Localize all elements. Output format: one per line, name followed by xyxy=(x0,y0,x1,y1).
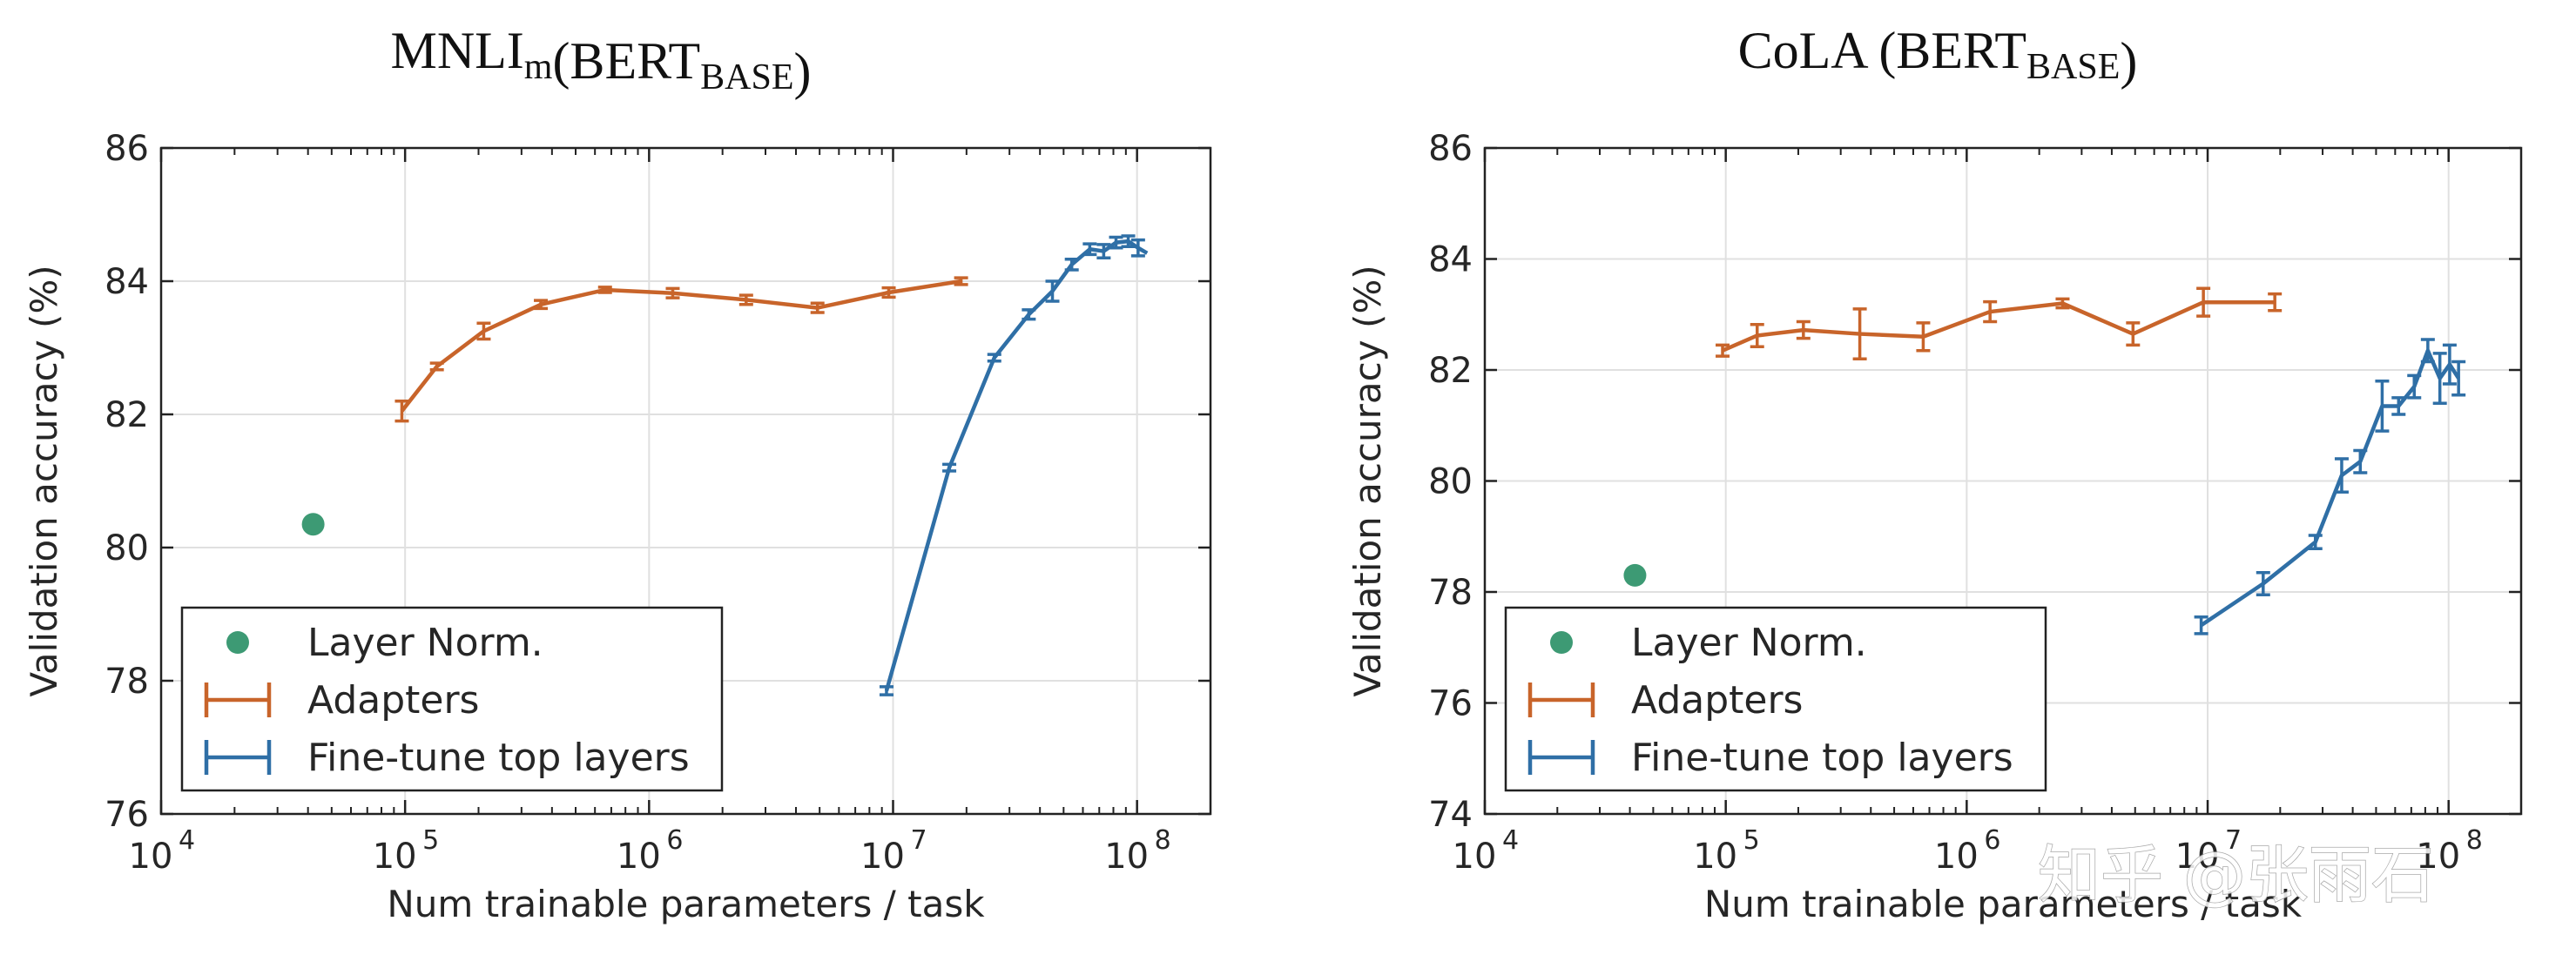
legend-marker-dot xyxy=(1550,631,1573,654)
y-axis-title: Validation accuracy (%) xyxy=(1346,265,1389,696)
legend: Layer Norm. Adapters Fine-tune top layers xyxy=(1504,606,2047,792)
series-adapters xyxy=(1716,286,2283,360)
y-tick-label: 78 xyxy=(105,662,149,702)
x-tick-label: 10 xyxy=(860,837,905,877)
x-tick-exponent: 7 xyxy=(2225,825,2242,856)
y-tick-label: 84 xyxy=(105,262,149,302)
chart-title-part: MNLI xyxy=(390,22,523,79)
series-layer-norm xyxy=(1623,563,1647,587)
plot-frame xyxy=(159,146,1212,816)
series-line xyxy=(2200,348,2461,628)
y-tick-label: 80 xyxy=(1428,462,1473,502)
x-axis-title: Num trainable parameters / task xyxy=(1704,883,2303,925)
y-tick-label: 76 xyxy=(105,795,149,835)
data-point xyxy=(1623,563,1647,587)
legend-label: Fine-tune top layers xyxy=(1631,736,2013,780)
x-tick-exponent: 6 xyxy=(1984,825,2000,856)
x-tick-exponent: 8 xyxy=(1155,825,1171,856)
x-tick-label: 10 xyxy=(1453,837,1497,877)
chart-title-part: ) xyxy=(2120,32,2137,90)
legend-item: Layer Norm. xyxy=(1550,621,1867,665)
chart-title-part: CoLA (BERT xyxy=(1738,22,2026,79)
series-line xyxy=(400,279,961,413)
x-tick-label: 10 xyxy=(1104,837,1149,877)
y-tick-label: 74 xyxy=(1428,795,1473,835)
y-tick-label: 82 xyxy=(105,395,149,435)
watermark: 知乎 @张雨石 xyxy=(2038,838,2434,911)
legend-item: Adapters xyxy=(1527,678,1803,723)
legend-label: Layer Norm. xyxy=(307,621,543,665)
chart-title-part: (BERT xyxy=(552,32,700,90)
chart-title-subscript: BASE xyxy=(2026,47,2120,87)
legend-item: Layer Norm. xyxy=(226,621,543,665)
x-tick-exponent: 7 xyxy=(910,825,927,856)
legend-item: Adapters xyxy=(204,678,479,723)
chart-title: CoLA (BERTBASE) xyxy=(1738,22,2138,90)
legend-item: Fine-tune top layers xyxy=(204,736,690,780)
legend-marker-dot xyxy=(226,631,249,654)
y-axis-title: Validation accuracy (%) xyxy=(23,265,65,696)
x-tick-exponent: 8 xyxy=(2466,825,2483,856)
y-tick-label: 84 xyxy=(1428,240,1473,280)
series-line xyxy=(1722,299,2276,353)
legend-label: Adapters xyxy=(307,678,479,723)
y-tick-label: 82 xyxy=(1428,351,1473,391)
series-fine-tune-top-layers xyxy=(879,234,1149,696)
legend-box xyxy=(1504,606,2047,792)
x-tick-exponent: 4 xyxy=(1502,825,1519,856)
legend-label: Fine-tune top layers xyxy=(307,736,690,780)
series-fine-tune-top-layers xyxy=(2194,338,2466,635)
data-point xyxy=(301,513,325,536)
y-tick-label: 86 xyxy=(105,129,149,169)
y-tick-label: 86 xyxy=(1428,129,1473,169)
x-tick-label: 10 xyxy=(2416,837,2460,877)
legend-label: Layer Norm. xyxy=(1631,621,1867,665)
y-tick-label: 78 xyxy=(1428,573,1473,613)
series-layer-norm xyxy=(301,513,325,536)
x-tick-label: 10 xyxy=(617,837,661,877)
x-tick-label: 10 xyxy=(1693,837,1737,877)
legend-box xyxy=(180,606,724,792)
x-tick-label: 10 xyxy=(373,837,417,877)
x-tick-exponent: 5 xyxy=(1743,825,1760,856)
chart-title-subscript: m xyxy=(524,47,553,87)
chart-title-part: ) xyxy=(794,43,812,100)
x-tick-exponent: 5 xyxy=(422,825,439,856)
x-tick-label: 10 xyxy=(129,837,173,877)
legend-item: Fine-tune top layers xyxy=(1527,736,2013,780)
y-tick-label: 80 xyxy=(105,528,149,568)
x-tick-label: 10 xyxy=(1934,837,1979,877)
x-tick-label: 10 xyxy=(2175,837,2220,877)
x-tick-exponent: 4 xyxy=(179,825,195,856)
legend: Layer Norm. Adapters Fine-tune top layers xyxy=(180,606,724,792)
chart-title: MNLIm(BERTBASE) xyxy=(390,22,811,100)
x-tick-exponent: 6 xyxy=(666,825,683,856)
y-tick-label: 76 xyxy=(1428,684,1473,724)
legend-label: Adapters xyxy=(1631,678,1803,723)
chart-title-subscript: BASE xyxy=(700,57,793,98)
x-axis-title: Num trainable parameters / task xyxy=(387,883,985,925)
series-adapters xyxy=(394,276,968,423)
series-line xyxy=(884,239,1149,692)
